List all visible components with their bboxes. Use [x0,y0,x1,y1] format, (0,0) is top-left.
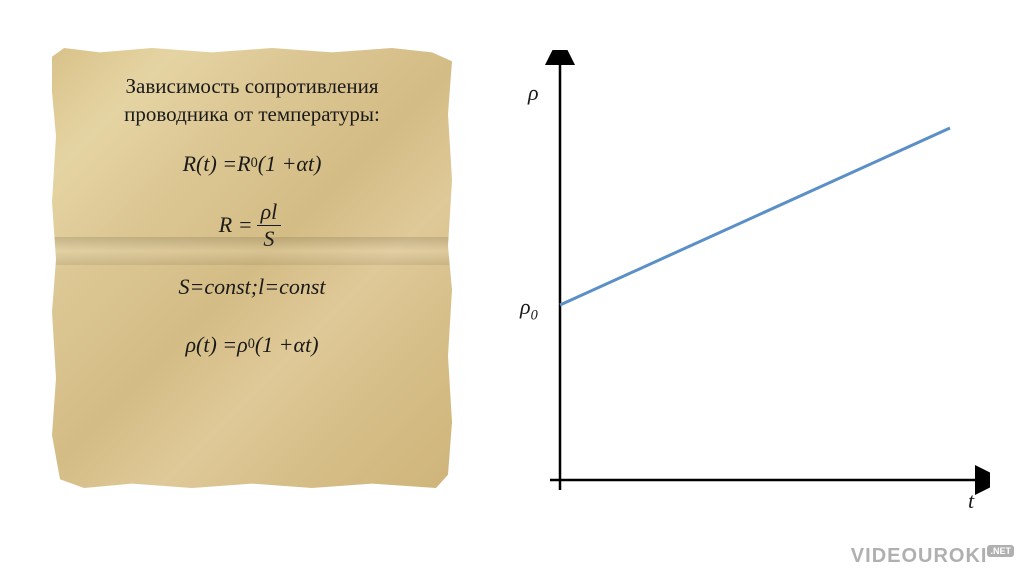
eq2-denominator: S [259,226,278,252]
chart-svg [520,50,990,510]
eq2-numerator: ρl [257,199,282,226]
y-axis-label: ρ [528,80,539,106]
x-axis-label: t [968,488,974,514]
eq2-lhs: R = [219,212,253,238]
resistivity-chart: ρ ρ0 t [520,50,990,510]
watermark-text: VIDEOUROKI [851,545,988,567]
slide-container: Зависимость сопротивления проводника от … [0,0,1024,574]
data-line [560,128,950,305]
title-line-1: Зависимость сопротивления [126,74,379,98]
watermark-suffix: .NET [987,545,1014,557]
equation-1: R(t) = R0(1 + αt) [80,151,424,177]
equation-4: ρ(t) = ρ0(1 + αt) [80,332,424,358]
paper-title: Зависимость сопротивления проводника от … [80,72,424,129]
formula-paper: Зависимость сопротивления проводника от … [52,48,452,488]
y-intercept-label: ρ0 [520,294,538,324]
watermark: VIDEOUROKI.NET [851,545,1014,568]
title-line-2: проводника от температуры: [124,102,380,126]
eq2-fraction: ρl S [257,199,282,252]
equation-2: R = ρl S [80,199,424,252]
equation-3: S = const; l = const [80,274,424,300]
